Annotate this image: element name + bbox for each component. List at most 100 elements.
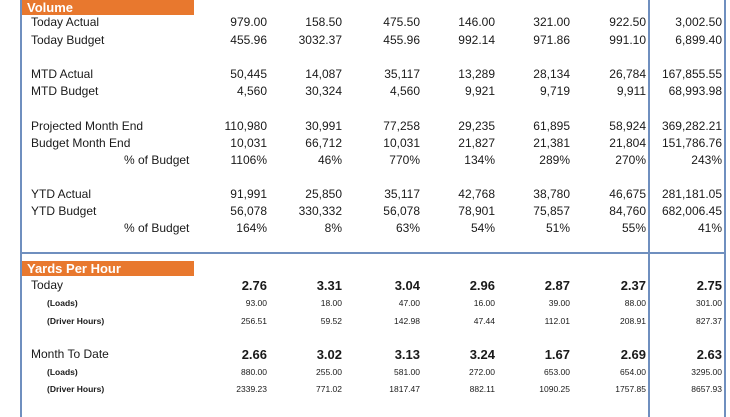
cell[interactable]: 88.00 xyxy=(624,298,646,308)
cell[interactable]: 10,031 xyxy=(230,136,267,150)
cell[interactable]: 256.51 xyxy=(241,316,267,326)
table-row[interactable]: Today 2.76 3.31 3.04 2.96 2.87 2.37 2.75 xyxy=(0,277,730,294)
cell[interactable]: 51% xyxy=(545,221,570,235)
cell[interactable]: 14,087 xyxy=(305,67,342,81)
cell[interactable]: 38,780 xyxy=(533,187,570,201)
cell[interactable]: 30,991 xyxy=(305,119,342,133)
cell[interactable]: 9,719 xyxy=(539,84,570,98)
cell[interactable]: 882.11 xyxy=(469,384,495,394)
cell[interactable]: 9,921 xyxy=(464,84,495,98)
table-row[interactable]: (Loads) 880.00 255.00 581.00 272.00 653.… xyxy=(0,364,730,381)
cell[interactable]: 78,901 xyxy=(458,204,495,218)
cell[interactable]: 77,258 xyxy=(383,119,420,133)
cell[interactable]: 35,117 xyxy=(384,67,420,81)
cell[interactable]: 164% xyxy=(236,221,267,235)
total-cell[interactable]: 167,855.55 xyxy=(661,67,722,81)
table-row[interactable]: % of Budget 164% 8% 63% 54% 51% 55% 41% xyxy=(0,220,730,237)
cell[interactable]: 979.00 xyxy=(230,15,267,29)
cell[interactable]: 2.87 xyxy=(544,278,570,293)
table-row[interactable]: (Driver Hours) 256.51 59.52 142.98 47.44… xyxy=(0,313,730,330)
cell[interactable]: 3032.37 xyxy=(298,33,342,47)
table-row[interactable]: MTD Budget 4,560 30,324 4,560 9,921 9,71… xyxy=(0,83,730,100)
cell[interactable]: 55% xyxy=(621,221,646,235)
cell[interactable]: 91,991 xyxy=(230,187,267,201)
cell[interactable]: 991.10 xyxy=(609,33,646,47)
total-cell[interactable]: 6,899.40 xyxy=(675,33,722,47)
cell[interactable]: 21,381 xyxy=(533,136,570,150)
cell[interactable]: 272.00 xyxy=(469,367,495,377)
cell[interactable]: 2.66 xyxy=(241,347,267,362)
cell[interactable]: 2.69 xyxy=(620,347,646,362)
table-row[interactable]: Today Budget 455.96 3032.37 455.96 992.1… xyxy=(0,32,730,49)
cell[interactable]: 58,924 xyxy=(609,119,646,133)
total-cell[interactable]: 151,786.76 xyxy=(661,136,722,150)
cell[interactable]: 3.24 xyxy=(469,347,495,362)
total-cell[interactable]: 243% xyxy=(691,153,722,167)
cell[interactable]: 46,675 xyxy=(609,187,646,201)
cell[interactable]: 39.00 xyxy=(548,298,570,308)
cell[interactable]: 25,850 xyxy=(305,187,342,201)
cell[interactable]: 93.00 xyxy=(245,298,267,308)
cell[interactable]: 3.02 xyxy=(316,347,342,362)
cell[interactable]: 50,445 xyxy=(230,67,267,81)
cell[interactable]: 54% xyxy=(470,221,495,235)
total-cell[interactable]: 68,993.98 xyxy=(668,84,722,98)
cell[interactable]: 35,117 xyxy=(384,187,420,201)
cell[interactable]: 1817.47 xyxy=(389,384,420,394)
cell[interactable]: 2.37 xyxy=(620,278,646,293)
cell[interactable]: 112.01 xyxy=(544,316,570,326)
table-row[interactable]: YTD Budget 56,078 330,332 56,078 78,901 … xyxy=(0,203,730,220)
total-cell[interactable]: 41% xyxy=(697,221,722,235)
cell[interactable]: 1090.25 xyxy=(539,384,570,394)
total-cell[interactable]: 3,002.50 xyxy=(675,15,722,29)
total-cell[interactable]: 301.00 xyxy=(696,298,722,308)
cell[interactable]: 922.50 xyxy=(609,15,646,29)
table-row[interactable]: Budget Month End 10,031 66,712 10,031 21… xyxy=(0,135,730,152)
cell[interactable]: 59.52 xyxy=(320,316,342,326)
cell[interactable]: 2.76 xyxy=(241,278,267,293)
cell[interactable]: 1106% xyxy=(230,153,267,167)
cell[interactable]: 581.00 xyxy=(394,367,420,377)
cell[interactable]: 47.00 xyxy=(398,298,420,308)
cell[interactable]: 455.96 xyxy=(230,33,267,47)
table-row[interactable]: YTD Actual 91,991 25,850 35,117 42,768 3… xyxy=(0,186,730,203)
cell[interactable]: 3.13 xyxy=(394,347,420,362)
cell[interactable]: 3.31 xyxy=(316,278,342,293)
cell[interactable]: 10,031 xyxy=(383,136,420,150)
table-row[interactable]: (Driver Hours) 2339.23 771.02 1817.47 88… xyxy=(0,381,730,398)
cell[interactable]: 61,895 xyxy=(533,119,570,133)
cell[interactable]: 21,827 xyxy=(458,136,495,150)
cell[interactable]: 475.50 xyxy=(383,15,420,29)
cell[interactable]: 16.00 xyxy=(473,298,495,308)
cell[interactable]: 4,560 xyxy=(389,84,420,98)
cell[interactable]: 146.00 xyxy=(458,15,495,29)
cell[interactable]: 8% xyxy=(324,221,342,235)
cell[interactable]: 653.00 xyxy=(544,367,570,377)
total-cell[interactable]: 2.75 xyxy=(696,278,722,293)
cell[interactable]: 47.44 xyxy=(473,316,495,326)
total-cell[interactable]: 2.63 xyxy=(696,347,722,362)
cell[interactable]: 9,911 xyxy=(616,84,646,98)
cell[interactable]: 992.14 xyxy=(458,33,495,47)
total-cell[interactable]: 281,181.05 xyxy=(661,187,722,201)
cell[interactable]: 26,784 xyxy=(609,67,646,81)
table-row[interactable]: Today Actual 979.00 158.50 475.50 146.00… xyxy=(0,14,730,31)
cell[interactable]: 770% xyxy=(389,153,420,167)
table-row[interactable]: Projected Month End 110,980 30,991 77,25… xyxy=(0,118,730,135)
cell[interactable]: 255.00 xyxy=(316,367,342,377)
cell[interactable]: 28,134 xyxy=(533,67,570,81)
cell[interactable]: 75,857 xyxy=(533,204,570,218)
cell[interactable]: 971.86 xyxy=(533,33,570,47)
cell[interactable]: 330,332 xyxy=(298,204,342,218)
cell[interactable]: 3.04 xyxy=(394,278,420,293)
total-cell[interactable]: 682,006.45 xyxy=(661,204,722,218)
cell[interactable]: 289% xyxy=(539,153,570,167)
cell[interactable]: 654.00 xyxy=(620,367,646,377)
cell[interactable]: 110,980 xyxy=(224,119,268,133)
cell[interactable]: 30,324 xyxy=(305,84,342,98)
cell[interactable]: 18.00 xyxy=(320,298,342,308)
cell[interactable]: 21,804 xyxy=(609,136,646,150)
total-cell[interactable]: 8657.93 xyxy=(691,384,722,394)
table-row[interactable]: MTD Actual 50,445 14,087 35,117 13,289 2… xyxy=(0,66,730,83)
table-row[interactable]: Month To Date 2.66 3.02 3.13 3.24 1.67 2… xyxy=(0,346,730,363)
